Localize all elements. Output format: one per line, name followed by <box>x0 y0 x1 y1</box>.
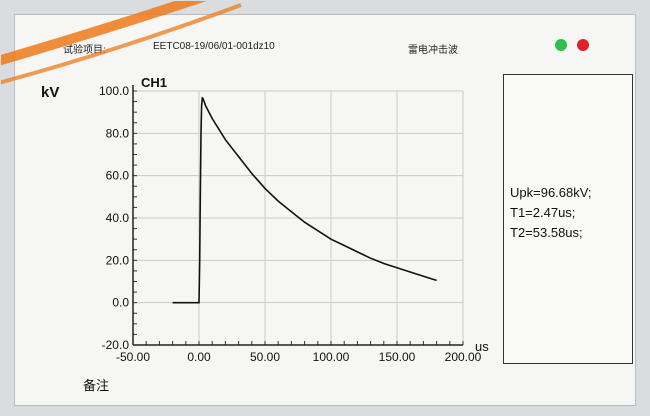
y-tick-label: 20.0 <box>106 253 130 267</box>
upk-value: Upk=96.68kV; <box>510 185 592 200</box>
channel-label: CH1 <box>141 75 167 90</box>
waveform-line <box>172 96 437 304</box>
y-tick-label: 0.0 <box>112 296 129 310</box>
x-tick-label: -50.00 <box>116 350 150 364</box>
oscilloscope-screen: 试验项目: EETC08-19/06/01-001dz10 雷电冲击波 -50.… <box>1 1 636 406</box>
result-list: Upk=96.68kV; T1=2.47us; T2=53.58us; <box>510 183 592 243</box>
x-tick-label: 50.00 <box>250 350 280 364</box>
y-tick-label: 40.0 <box>106 211 130 225</box>
chart-axes <box>132 85 464 346</box>
test-id: EETC08-19/06/01-001dz10 <box>153 41 275 52</box>
chart-grid <box>132 90 464 346</box>
t1-value: T1=2.47us; <box>510 205 576 220</box>
x-tick-label: 200.00 <box>445 350 482 364</box>
chart-series <box>172 96 437 304</box>
t2-value: T2=53.58us; <box>510 225 583 240</box>
notes-label: 备注 <box>83 378 110 393</box>
result-panel: Upk=96.68kV; T1=2.47us; T2=53.58us; <box>503 74 633 364</box>
x-tick-label: 0.00 <box>187 350 211 364</box>
y-tick-label: 100.0 <box>99 84 129 98</box>
status-led-red <box>577 39 589 51</box>
y-tick-label: -20.0 <box>102 338 130 352</box>
waveform-chart: -50.00 0.00 50.00 100.00 150.00 200.00 -20.0 0.… <box>41 75 489 364</box>
x-tick-label: 150.00 <box>379 350 416 364</box>
waveform-plot: -50.00 0.00 50.00 100.00 150.00 200.00 -20.0 0.… <box>35 69 503 375</box>
y-tick-label: 60.0 <box>106 169 130 183</box>
waveform-type: 雷电冲击波 <box>408 45 458 56</box>
y-axis-label: kV <box>41 84 59 101</box>
chart-ticks: -50.00 0.00 50.00 100.00 150.00 200.00 -20.0 0.… <box>99 84 482 364</box>
status-led-green <box>555 39 567 51</box>
test-item-label: 试验项目: <box>63 45 106 56</box>
x-tick-label: 100.00 <box>313 350 350 364</box>
x-axis-label: us <box>475 339 489 354</box>
test-header: 试验项目: EETC08-19/06/01-001dz10 雷电冲击波 <box>15 15 635 56</box>
y-tick-label: 80.0 <box>106 126 130 140</box>
